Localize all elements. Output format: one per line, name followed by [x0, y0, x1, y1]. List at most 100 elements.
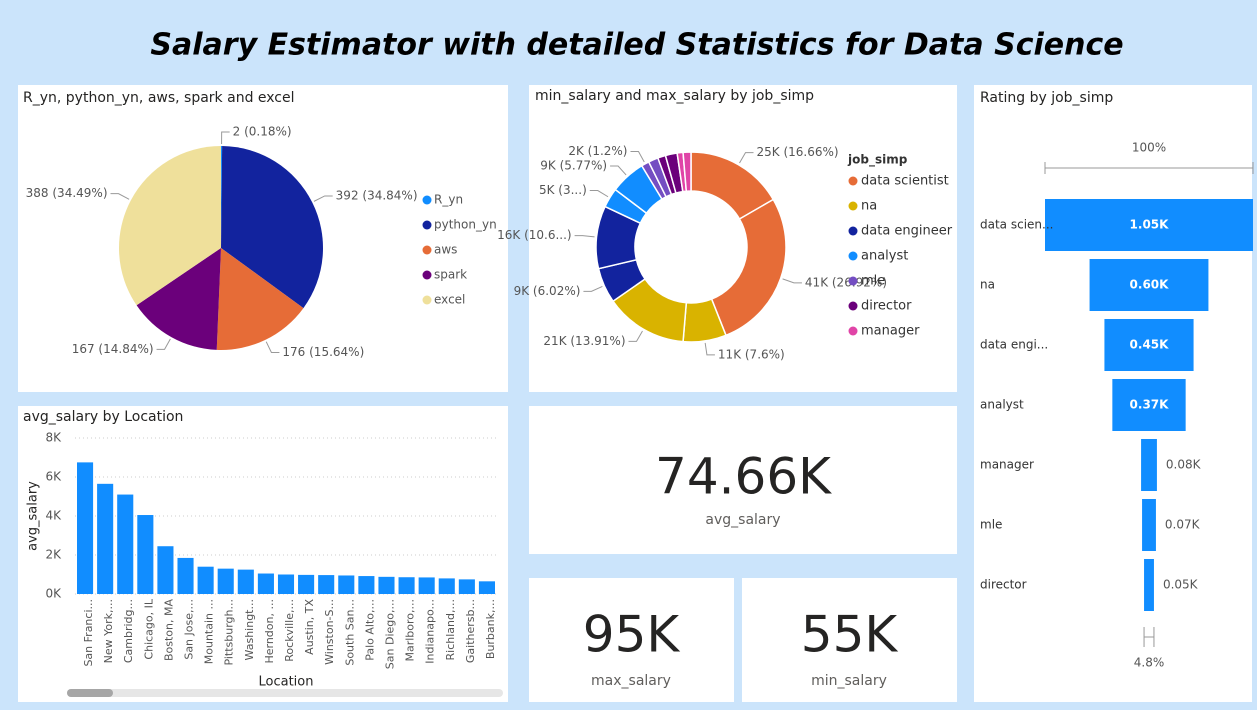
category-label: na [980, 278, 995, 292]
leader-line [583, 285, 603, 292]
bar [177, 557, 194, 594]
bar [438, 578, 455, 594]
leader-line [313, 195, 333, 202]
data-label: 41K (26.92%) [805, 275, 887, 289]
leader-line [782, 278, 802, 284]
bar [277, 574, 295, 594]
scrollbar[interactable] [67, 689, 503, 697]
leader-line [704, 342, 715, 356]
category-label: data engi... [980, 338, 1048, 352]
funnel-bar [1144, 559, 1154, 611]
data-label: 1.05K [1130, 218, 1170, 232]
legend-label: python_yn [434, 218, 497, 232]
leader-line [221, 131, 230, 145]
category-label: manager [980, 458, 1034, 472]
chart-title: Rating by job_simp [980, 90, 1113, 106]
y-tick-label: 8K [45, 431, 62, 445]
legend-marker [848, 251, 858, 261]
bar [257, 573, 274, 594]
legend-marker [422, 195, 432, 205]
x-tick-label: Winston-S... [323, 599, 336, 665]
leader-line [110, 193, 130, 200]
y-tick-label: 4K [45, 509, 62, 523]
pie-slice [221, 146, 223, 248]
leader-line [589, 190, 609, 198]
category-label: director [980, 578, 1027, 592]
bar [358, 576, 375, 594]
pie-slice [221, 146, 324, 309]
funnel-bar [1141, 439, 1157, 491]
y-tick-label: 0K [45, 587, 62, 601]
data-label: 16K (10.6...) [497, 228, 571, 242]
x-tick-label: Austin, TX [303, 599, 316, 655]
funnel-top-label: 100% [1132, 141, 1166, 155]
legend-marker [848, 326, 858, 336]
data-label: 9K (5.77%) [540, 158, 607, 172]
y-axis-label: avg_salary [26, 481, 41, 551]
chart-title: R_yn, python_yn, aws, spark and excel [23, 90, 295, 106]
panel [529, 578, 734, 702]
y-tick-label: 6K [45, 470, 62, 484]
data-label: 392 (34.84%) [336, 188, 418, 202]
x-tick-label: Chicago, IL [142, 598, 155, 659]
page-title: Salary Estimator with detailed Statistic… [150, 28, 1123, 63]
funnel-bar [1112, 379, 1186, 431]
legend-marker [422, 295, 432, 305]
data-label: 388 (34.49%) [26, 186, 108, 200]
legend-label: data scientist [861, 174, 949, 189]
leader-line [156, 338, 171, 350]
x-tick-label: San Franci... [82, 599, 95, 667]
x-tick-label: Richland,... [444, 599, 457, 660]
x-tick-label: San Diego,... [383, 599, 396, 669]
funnel-bottom-label: 4.8% [1134, 656, 1165, 670]
bar [197, 566, 214, 594]
y-tick-label: 2K [45, 548, 62, 562]
leader-line [574, 235, 595, 238]
bar [298, 574, 315, 594]
x-tick-label: Cambridg... [122, 599, 135, 663]
funnel-bar [1089, 259, 1209, 311]
kpi-label: max_salary [591, 673, 671, 689]
data-label: 176 (15.64%) [282, 345, 364, 359]
bar [338, 575, 355, 594]
data-label: 2 (0.18%) [233, 125, 292, 139]
data-label: 0.45K [1130, 338, 1170, 352]
legend-marker [422, 245, 432, 255]
category-label: data scien... [980, 218, 1053, 232]
x-tick-label: Palo Alto,... [363, 599, 376, 661]
kpi-value: 74.66K [655, 448, 832, 506]
x-tick-label: Burbank,... [484, 599, 497, 659]
bar [97, 483, 114, 594]
bar [137, 515, 154, 594]
data-label: 0.60K [1130, 278, 1170, 292]
scroll-thumb[interactable] [67, 689, 113, 697]
bar [318, 575, 335, 594]
funnel-bar [1104, 319, 1194, 371]
data-label: 9K (6.02%) [514, 284, 581, 298]
data-label: 5K (3...) [539, 183, 587, 197]
legend-label: excel [434, 293, 465, 307]
kpi-label: avg_salary [705, 512, 780, 528]
x-axis-label: Location [259, 675, 314, 690]
legend-marker [422, 220, 432, 230]
data-label: 21K (13.91%) [543, 334, 625, 348]
data-label: 0.05K [1163, 578, 1199, 592]
legend-marker [848, 276, 858, 286]
legend-label: na [861, 199, 877, 214]
bracket [1044, 162, 1254, 174]
legend-title: job_simp [847, 153, 908, 168]
bar [157, 546, 174, 594]
legend-marker [848, 301, 858, 311]
bracket [1143, 627, 1155, 647]
x-tick-label: Marlboro,... [404, 599, 417, 662]
bar [378, 576, 395, 594]
bar [478, 581, 495, 594]
x-tick-label: Gaithersb... [464, 599, 477, 663]
data-label: 0.37K [1130, 398, 1170, 412]
category-label: analyst [980, 398, 1024, 412]
data-label: 2K (1.2%) [568, 144, 627, 158]
kpi-label: min_salary [811, 673, 887, 689]
legend-label: director [861, 299, 912, 314]
x-tick-label: Rockville,... [283, 599, 296, 662]
funnel-bar [1045, 199, 1253, 251]
